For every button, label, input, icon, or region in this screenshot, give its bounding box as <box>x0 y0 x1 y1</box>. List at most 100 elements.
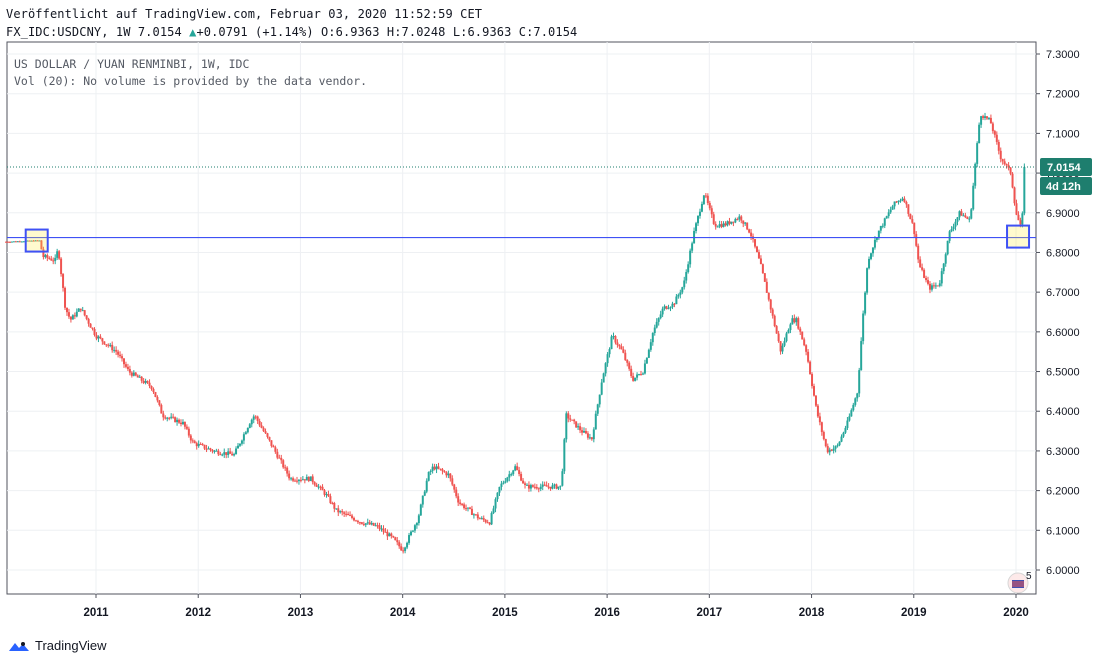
candle-body <box>734 219 737 223</box>
candle-body <box>240 440 243 444</box>
candle-body <box>150 386 153 389</box>
candle-body <box>944 254 947 264</box>
x-tick-label: 2015 <box>492 607 518 619</box>
candle-body <box>525 484 528 486</box>
candle-body <box>470 508 473 515</box>
candle-body <box>698 211 701 216</box>
candle-body <box>516 466 519 471</box>
candle-body <box>174 417 177 423</box>
candle-body <box>854 398 857 405</box>
candle-body <box>1007 165 1010 168</box>
candle-body <box>962 215 965 217</box>
candle-body <box>439 468 442 470</box>
candle-body <box>113 349 116 351</box>
candle-body <box>339 511 342 513</box>
candle-body <box>640 374 643 376</box>
candle-body <box>909 213 912 220</box>
candle-body <box>36 240 39 242</box>
candle-body <box>341 511 344 513</box>
candle-body <box>48 257 51 259</box>
candle-body <box>498 486 501 493</box>
candle-body <box>905 201 908 205</box>
candle-body <box>677 294 680 297</box>
candle-body <box>246 427 249 433</box>
candle-body <box>406 542 409 548</box>
candle-body <box>873 239 876 248</box>
candle-body <box>290 478 293 480</box>
candle-body <box>930 285 933 290</box>
y-tick-label: 6.7000 <box>1046 287 1080 299</box>
candle-body <box>1015 203 1018 215</box>
candle-body <box>331 502 334 504</box>
candle-body <box>856 393 859 399</box>
x-tick-label: 2012 <box>185 607 211 619</box>
candle-body <box>777 333 780 342</box>
footer-brand[interactable]: TradingView <box>8 638 107 653</box>
candle-body <box>237 445 240 449</box>
candle-body <box>482 518 485 520</box>
candle-body <box>1023 166 1026 214</box>
candle-body <box>486 522 489 524</box>
candle-body <box>132 372 135 376</box>
candle-body <box>848 416 851 421</box>
candle-body <box>97 336 100 339</box>
candle-body <box>789 324 792 331</box>
candle-body <box>374 525 377 527</box>
candle-body <box>569 418 572 420</box>
candle-body <box>661 308 664 315</box>
candle-body <box>700 203 703 212</box>
candle-body <box>740 216 743 221</box>
candle-body <box>864 292 867 314</box>
candle-body <box>502 482 505 484</box>
candle-body <box>272 445 275 448</box>
candle-body <box>592 429 595 440</box>
candle-body <box>187 428 190 436</box>
candle-body <box>170 416 173 418</box>
candle-body <box>907 204 910 214</box>
candle-body <box>404 547 407 551</box>
candle-body <box>176 419 179 423</box>
candle-body <box>795 318 798 323</box>
candle-body <box>830 449 833 451</box>
candle-body <box>345 513 348 515</box>
candle-body <box>602 373 605 383</box>
candle-body <box>683 280 686 288</box>
candle-body <box>351 515 354 518</box>
candle-body <box>681 287 684 293</box>
candle-body <box>81 310 84 312</box>
candle-body <box>278 457 281 459</box>
candle-body <box>862 313 865 342</box>
candle-body <box>356 520 359 523</box>
candle-body <box>797 318 800 329</box>
candle-body <box>826 446 829 453</box>
candle-body <box>972 185 975 210</box>
candle-body <box>148 382 151 387</box>
candle-body <box>775 326 778 334</box>
candle-body <box>697 215 700 224</box>
candle-body <box>978 124 981 144</box>
candle-body <box>126 366 129 370</box>
candle-body <box>803 339 806 346</box>
candle-body <box>520 473 523 481</box>
candle-body <box>128 369 131 373</box>
candle-body <box>726 221 729 226</box>
candle-body <box>960 211 963 216</box>
candle-body <box>396 540 399 543</box>
candle-body <box>535 487 538 489</box>
candle-body <box>417 515 420 524</box>
candle-body <box>219 454 222 456</box>
candle-body <box>759 258 762 265</box>
candle-body <box>783 341 786 346</box>
candle-body <box>199 443 202 445</box>
candle-body <box>140 376 143 381</box>
candle-body <box>323 490 326 495</box>
candle-body <box>58 251 61 259</box>
candle-body <box>109 344 112 346</box>
candle-body <box>1003 161 1006 165</box>
candle-body <box>333 503 336 509</box>
candle-body <box>189 435 192 441</box>
y-tick-label: 6.2000 <box>1046 486 1080 498</box>
candle-body <box>844 428 847 433</box>
flag-icon[interactable]: 5 <box>1007 571 1032 594</box>
